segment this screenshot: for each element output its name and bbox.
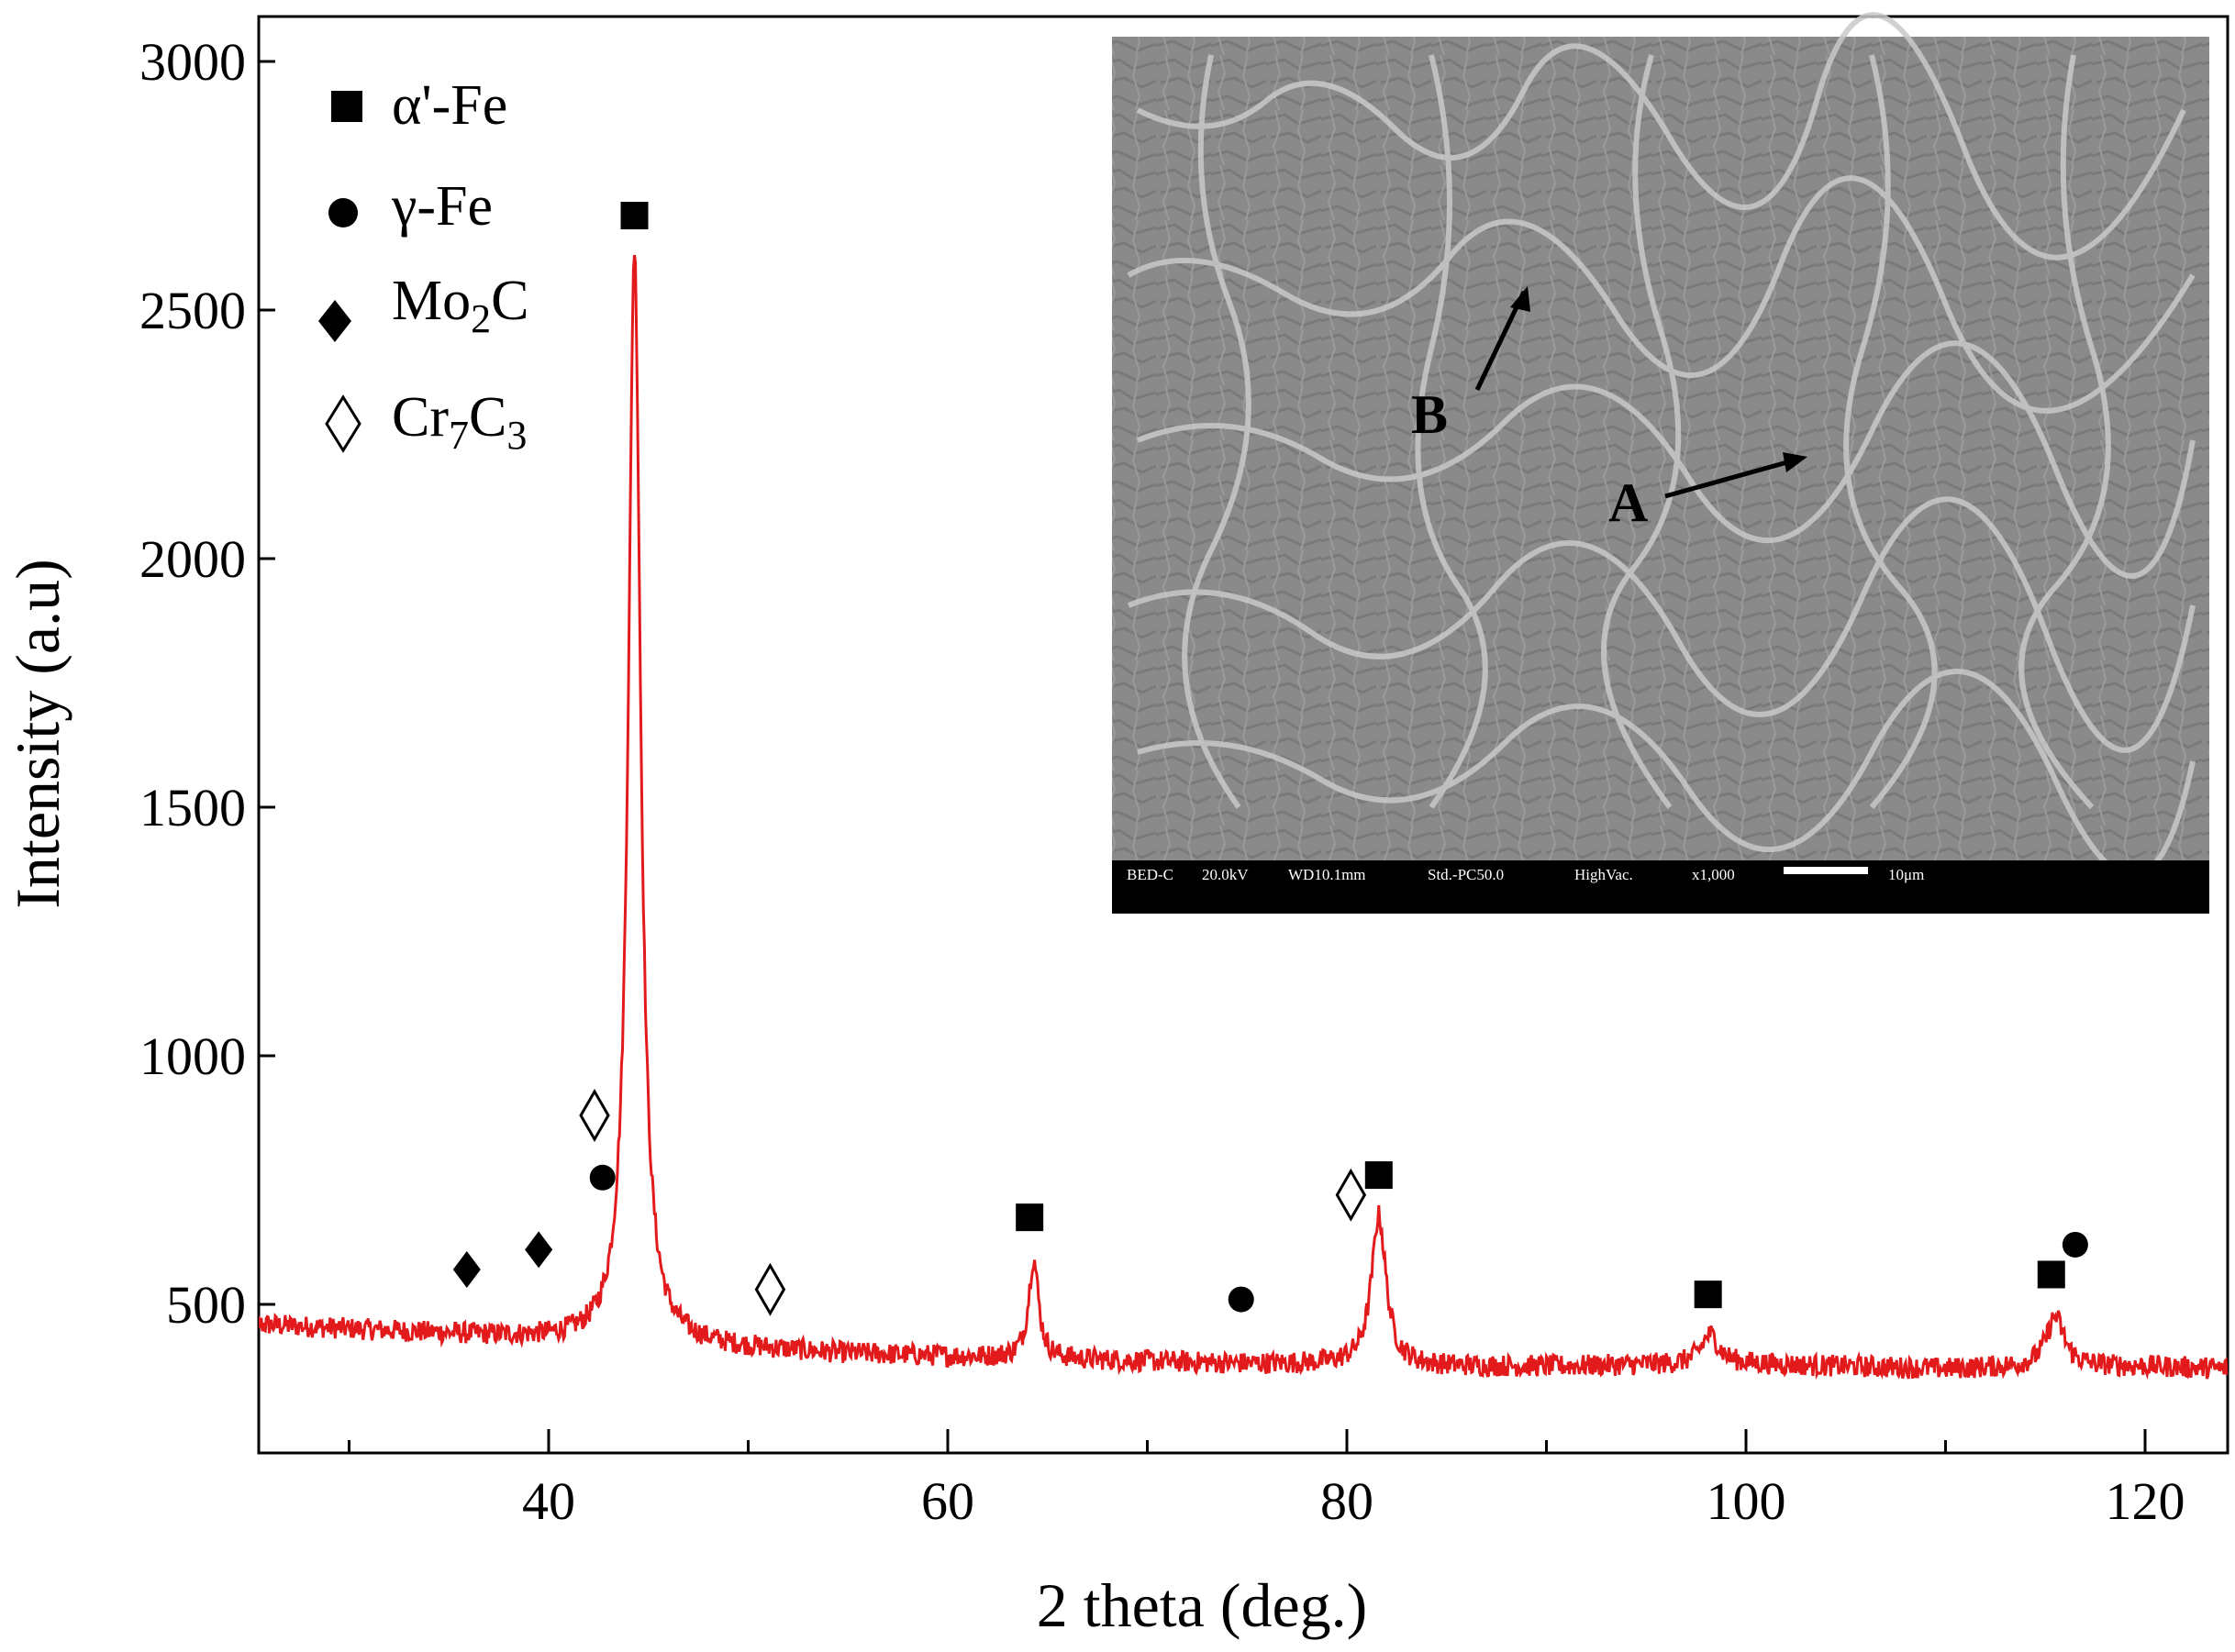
legend-marker-gamma-fe [328,198,358,227]
phase-marker-6 [1016,1203,1044,1232]
legend-marker-mo2c [318,300,351,342]
sem-label-a: A [1608,472,1648,533]
phase-marker-11 [2037,1260,2065,1289]
phase-marker-10 [1694,1281,1722,1309]
y-axis-label: Intensity (a.u) [3,559,72,908]
phase-marker-3 [589,1164,616,1191]
sem-grain-boundaries [1127,12,2196,879]
x-axis: 40 60 80 100 120 [348,1429,2185,1531]
y-tick-label-500: 500 [166,1275,246,1335]
phase-marker-9 [1364,1161,1393,1190]
sem-arrowhead-a [1783,452,1807,472]
sem-info-4: HighVac. [1574,866,1633,883]
phase-marker-12 [2062,1231,2088,1258]
sem-info-0: BED-C [1127,866,1173,883]
y-axis: 500 1000 1500 2000 2500 3000 [139,32,275,1335]
legend-label-cr7c3: Cr7C3 [392,386,527,458]
x-tick-label-120: 120 [2106,1471,2185,1531]
phase-markers [452,202,2088,1316]
legend-marker-cr7c3 [325,394,361,453]
sem-label-b: B [1411,384,1448,445]
phase-marker-1 [525,1231,553,1269]
y-tick-label-2000: 2000 [139,529,246,589]
x-tick-label-40: 40 [522,1471,575,1531]
plot-frame [257,15,2229,1455]
sem-arrow-a [1664,458,1795,499]
y-tick-label-1000: 1000 [139,1026,246,1086]
sem-info-6: 10μm [1888,866,1924,883]
y-tick-label-3000: 3000 [139,32,246,92]
sem-scale-bar [1784,867,1868,874]
legend-label-alpha-fe: α'-Fe [392,74,507,137]
legend: α'-Fe γ-Fe Mo2C Cr7C3 [318,74,529,458]
phase-marker-0 [452,1251,481,1289]
x-tick-label-60: 60 [921,1471,974,1531]
y-tick-label-2500: 2500 [139,281,246,340]
sem-info-1: 20.0kV [1202,866,1249,883]
sem-info-text: BED-C 20.0kV WD10.1mm Std.-PC50.0 HighVa… [1127,866,1924,883]
sem-inset: BED-C 20.0kV WD10.1mm Std.-PC50.0 HighVa… [1112,12,2209,914]
sem-arrowhead-b [1510,286,1530,312]
x-axis-label: 2 theta (deg.) [1037,1570,1368,1640]
sem-info-bar [1112,860,2209,914]
sem-info-2: WD10.1mm [1288,866,1366,883]
legend-label-mo2c: Mo2C [392,270,529,341]
phase-marker-8 [1335,1168,1367,1222]
y-tick-label-1500: 1500 [139,778,246,837]
phase-marker-7 [1228,1286,1254,1313]
phase-marker-2 [579,1089,610,1143]
legend-label-gamma-fe: γ-Fe [391,175,493,238]
sem-info-3: Std.-PC50.0 [1428,866,1504,883]
phase-marker-4 [620,202,649,230]
x-tick-label-80: 80 [1320,1471,1373,1531]
legend-marker-alpha-fe [331,91,362,122]
sem-info-5: x1,000 [1692,866,1735,883]
phase-marker-5 [754,1262,786,1316]
x-tick-label-100: 100 [1707,1471,1786,1531]
xrd-series-line [259,254,2228,1380]
